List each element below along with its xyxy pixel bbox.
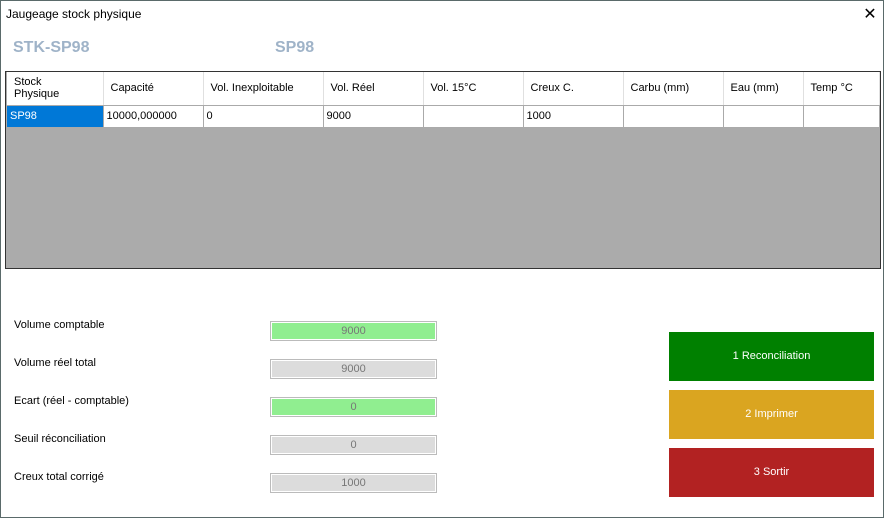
table-row[interactable]: SP98 10000,000000 0 9000 1000 <box>7 105 880 128</box>
summary-label: Seuil réconciliation <box>14 433 106 445</box>
table-cell[interactable] <box>723 105 804 128</box>
summary-label: Volume réel total <box>14 357 96 369</box>
column-header[interactable]: Stock Physique <box>7 72 104 106</box>
summary-label: Ecart (réel - comptable) <box>14 395 129 407</box>
column-header[interactable]: Capacité <box>103 72 204 106</box>
column-header[interactable]: Vol. Réel <box>323 72 424 106</box>
summary-value-field: 9000 <box>270 321 437 341</box>
stock-code-label: STK-SP98 <box>13 39 90 56</box>
summary-value-field: 9000 <box>270 359 437 379</box>
column-header[interactable]: Creux C. <box>523 72 624 106</box>
stock-grid[interactable]: Stock Physique Capacité Vol. Inexploitable… <box>5 71 881 269</box>
table-cell[interactable] <box>623 105 724 128</box>
column-header[interactable]: Temp °C <box>803 72 880 106</box>
table-cell[interactable]: 9000 <box>323 105 424 128</box>
product-label: SP98 <box>275 39 315 56</box>
exit-button[interactable]: 3 Sortir <box>669 448 874 497</box>
table-cell[interactable]: 0 <box>203 105 324 128</box>
table-cell[interactable] <box>423 105 524 128</box>
reconciliation-button[interactable]: 1 Reconciliation <box>669 332 874 381</box>
print-button[interactable]: 2 Imprimer <box>669 390 874 439</box>
table-cell[interactable]: 1000 <box>523 105 624 128</box>
table-cell[interactable] <box>803 105 880 128</box>
summary-value-field: 0 <box>270 435 437 455</box>
table-cell[interactable]: SP98 <box>7 105 104 128</box>
column-header[interactable]: Vol. 15°C <box>423 72 524 106</box>
summary-value-field: 1000 <box>270 473 437 493</box>
column-header[interactable]: Carbu (mm) <box>623 72 724 106</box>
summary-label: Creux total corrigé <box>14 471 104 483</box>
window-title: Jaugeage stock physique <box>6 7 142 21</box>
close-icon[interactable]: ✕ <box>863 6 877 23</box>
summary-label: Volume comptable <box>14 319 105 331</box>
column-header[interactable]: Vol. Inexploitable <box>203 72 324 106</box>
table-cell[interactable]: 10000,000000 <box>103 105 204 128</box>
summary-value-field: 0 <box>270 397 437 417</box>
column-header[interactable]: Eau (mm) <box>723 72 804 106</box>
